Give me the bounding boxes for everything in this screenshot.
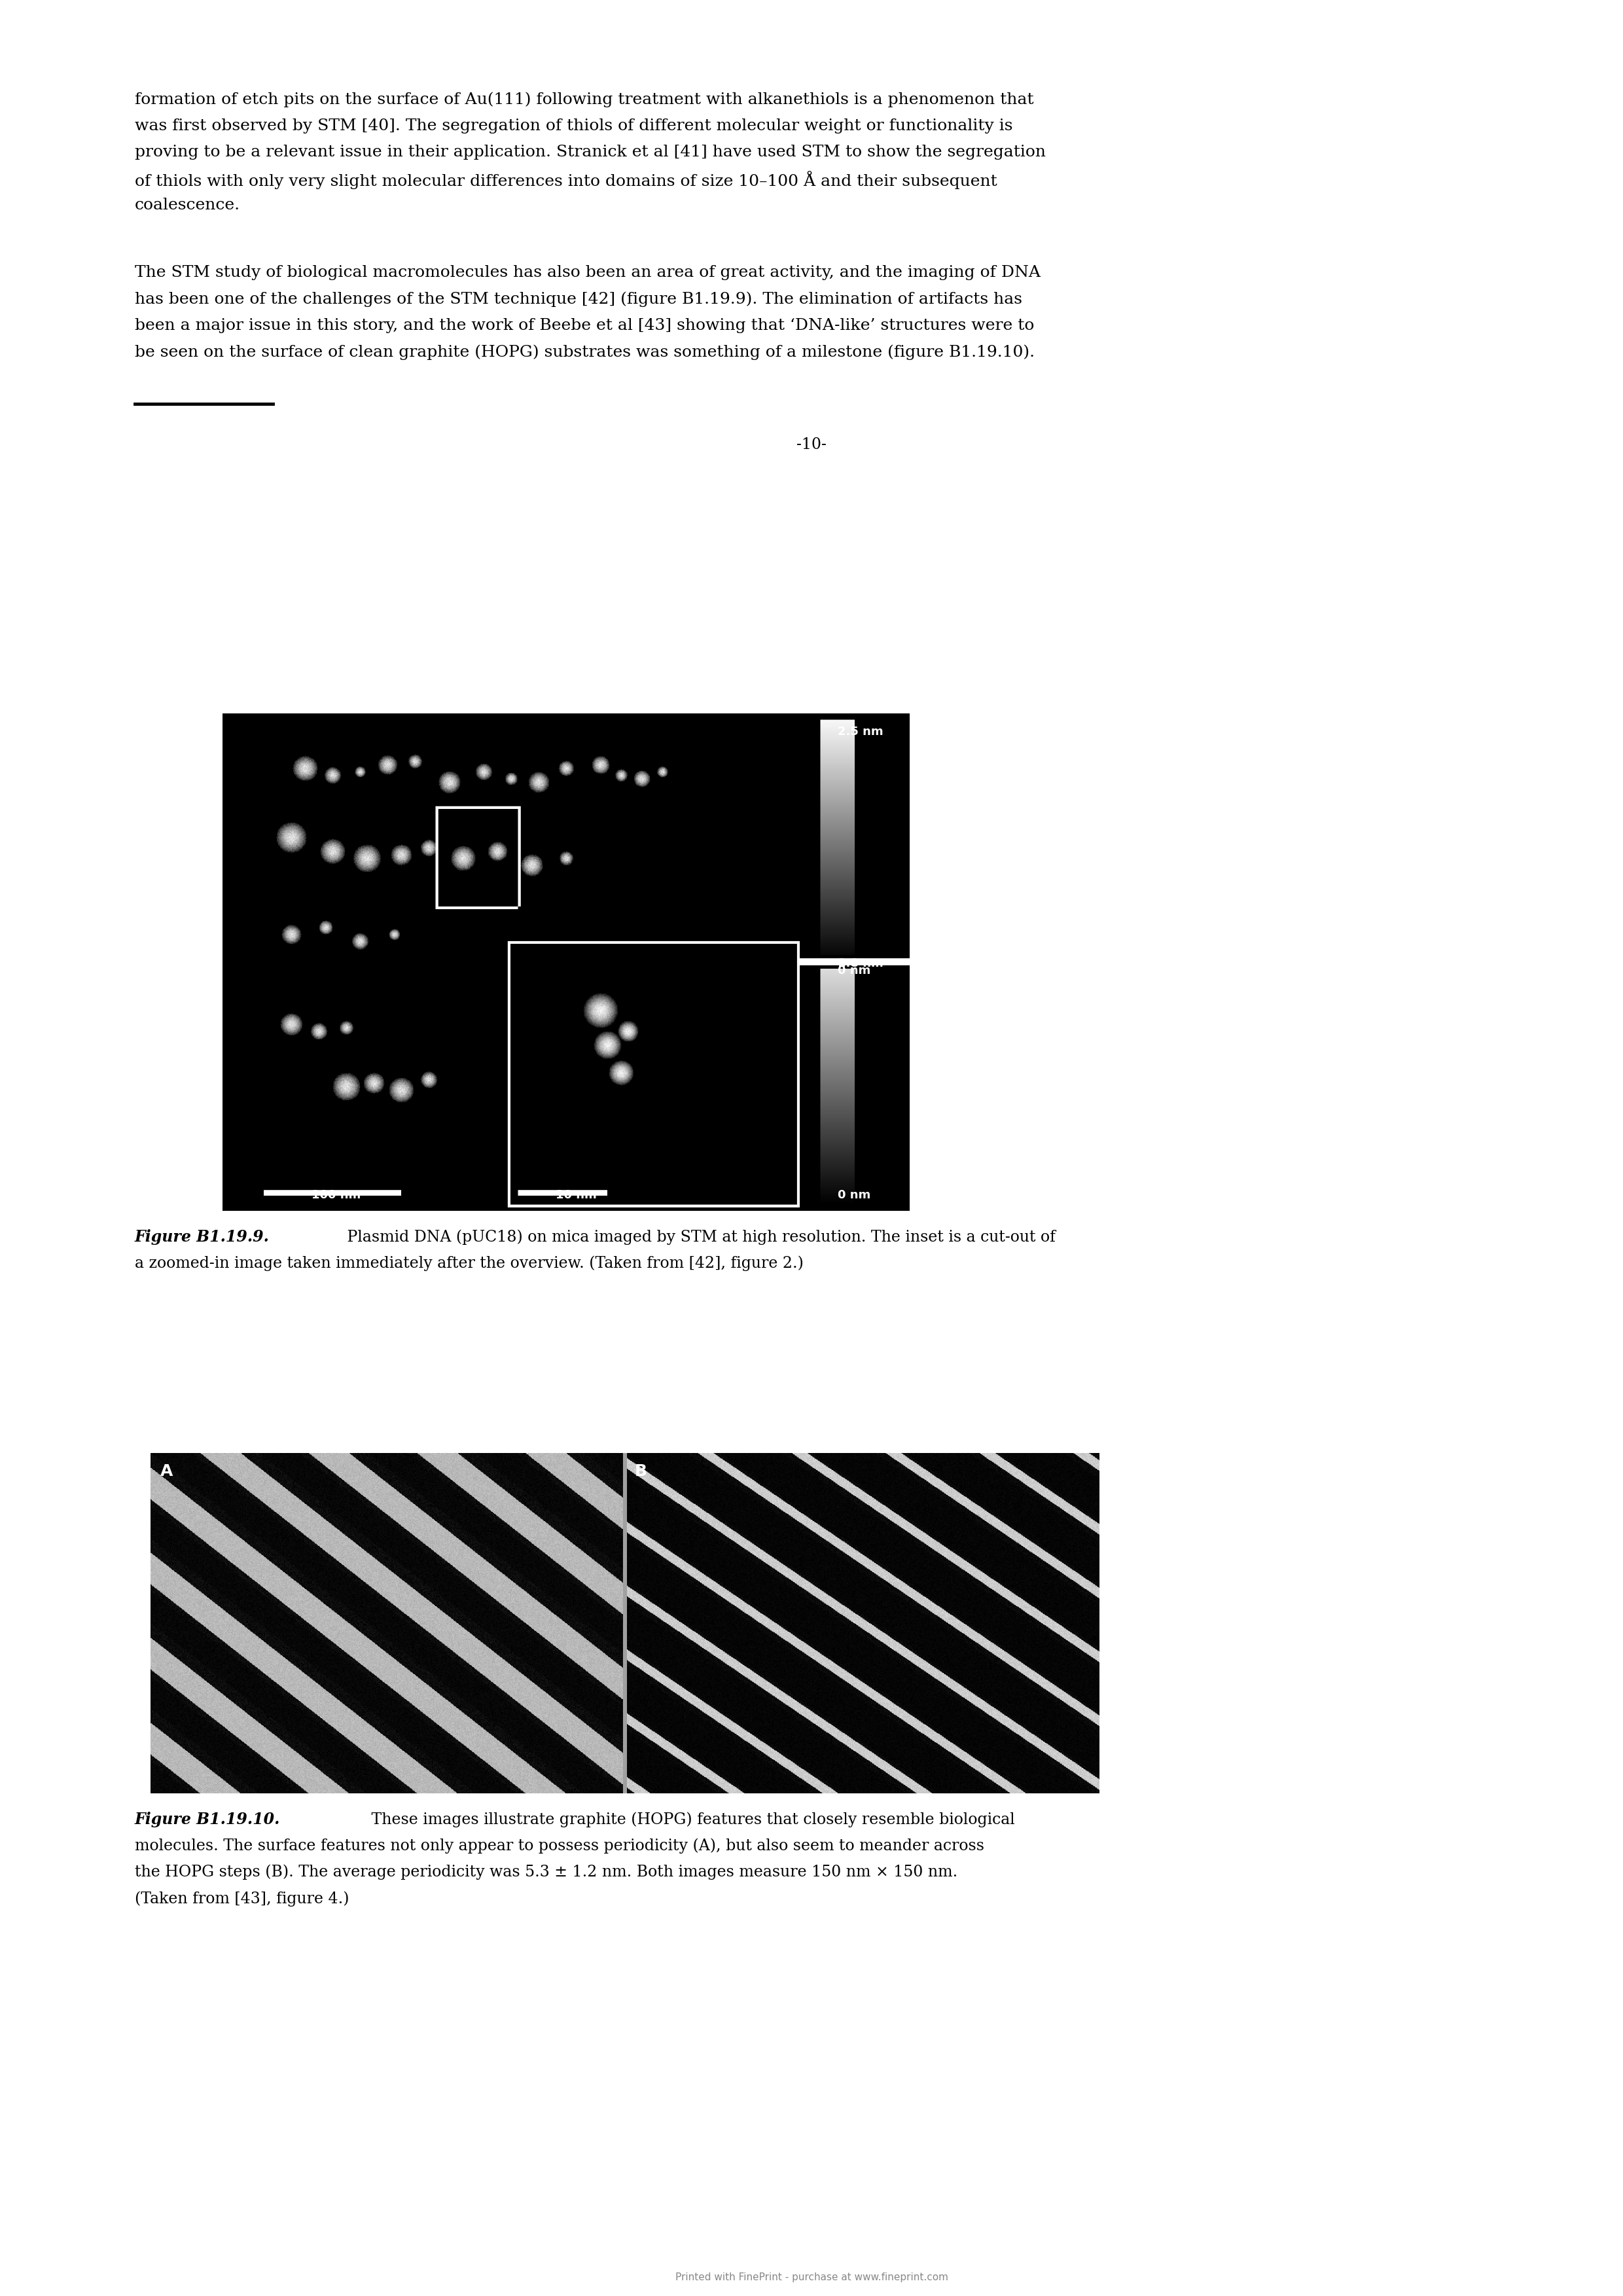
- Text: The STM study of biological macromolecules has also been an area of great activi: The STM study of biological macromolecul…: [135, 264, 1040, 280]
- Text: coalescence.: coalescence.: [135, 197, 240, 214]
- Text: the HOPG steps (B). The average periodicity was 5.3 ± 1.2 nm. Both images measur: the HOPG steps (B). The average periodic…: [135, 1864, 958, 1880]
- Text: molecules. The surface features not only appear to possess periodicity (A), but : molecules. The surface features not only…: [135, 1839, 984, 1853]
- Text: 0 nm: 0 nm: [837, 964, 870, 976]
- Text: Printed with FinePrint - purchase at www.fineprint.com: Printed with FinePrint - purchase at www…: [675, 2273, 948, 2282]
- Text: has been one of the challenges of the STM technique [42] (figure B1.19.9). The e: has been one of the challenges of the ST…: [135, 292, 1022, 308]
- Text: formation of etch pits on the surface of Au(111) following treatment with alkane: formation of etch pits on the surface of…: [135, 92, 1034, 108]
- Text: These images illustrate graphite (HOPG) features that closely resemble biologica: These images illustrate graphite (HOPG) …: [367, 1812, 1014, 1828]
- Text: a zoomed-in image taken immediately after the overview. (Taken from [42], figure: a zoomed-in image taken immediately afte…: [135, 1256, 803, 1272]
- Text: 1.8 nm: 1.8 nm: [837, 957, 883, 969]
- Text: been a major issue in this story, and the work of Beebe et al [43] showing that : been a major issue in this story, and th…: [135, 319, 1034, 333]
- Text: 100 nm: 100 nm: [312, 1189, 360, 1201]
- Text: be seen on the surface of clean graphite (HOPG) substrates was something of a mi: be seen on the surface of clean graphite…: [135, 344, 1034, 360]
- Text: proving to be a relevant issue in their application. Stranick et al [41] have us: proving to be a relevant issue in their …: [135, 145, 1045, 161]
- Text: was first observed by STM [40]. The segregation of thiols of different molecular: was first observed by STM [40]. The segr…: [135, 117, 1013, 133]
- Text: B: B: [635, 1463, 648, 1479]
- Text: (Taken from [43], figure 4.): (Taken from [43], figure 4.): [135, 1892, 349, 1906]
- Text: Figure B1.19.9.: Figure B1.19.9.: [135, 1228, 269, 1244]
- Text: A: A: [161, 1463, 172, 1479]
- Text: 2.5 nm: 2.5 nm: [837, 726, 883, 737]
- Text: 10 nm: 10 nm: [555, 1189, 597, 1201]
- Text: Figure B1.19.10.: Figure B1.19.10.: [135, 1812, 281, 1828]
- Text: of thiols with only very slight molecular differences into domains of size 10–10: of thiols with only very slight molecula…: [135, 172, 997, 188]
- Text: 0 nm: 0 nm: [837, 1189, 870, 1201]
- Text: -10-: -10-: [797, 436, 826, 452]
- Text: Plasmid DNA (pUC18) on mica imaged by STM at high resolution. The inset is a cut: Plasmid DNA (pUC18) on mica imaged by ST…: [342, 1228, 1055, 1244]
